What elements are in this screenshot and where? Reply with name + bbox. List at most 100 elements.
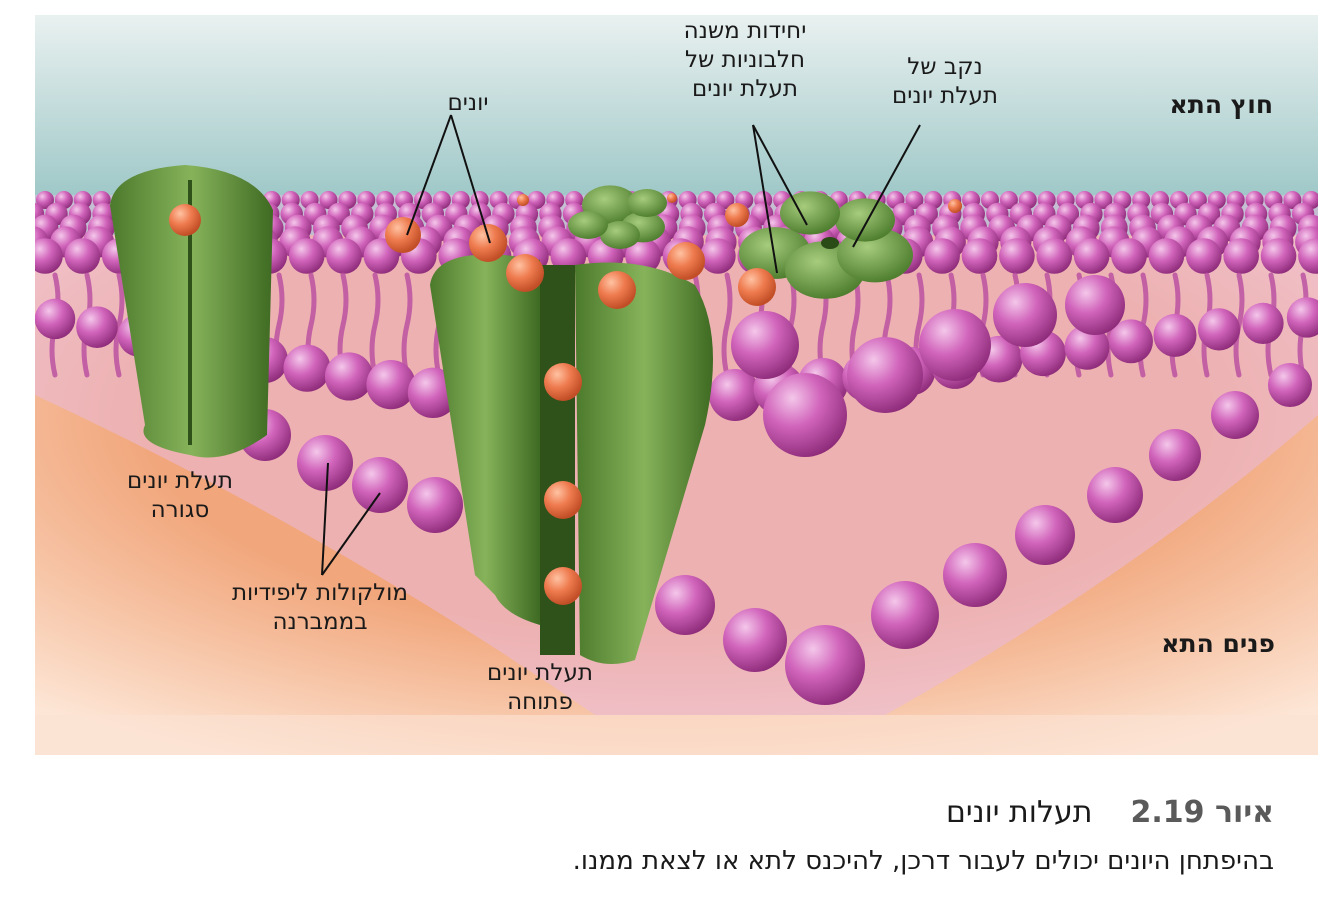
open-channel-label: תעלת יונים פתוחה xyxy=(465,659,615,717)
protein-subunits-line-3: תעלת יונים xyxy=(691,76,799,102)
ion xyxy=(506,254,544,292)
closed-channel-line-1: תעלת יונים xyxy=(126,468,234,494)
lipid-head xyxy=(999,191,1018,209)
ions-label: יונים xyxy=(423,89,513,118)
lipid-head xyxy=(763,373,847,457)
membrane-illustration xyxy=(17,15,1334,755)
lipid-head xyxy=(785,625,865,705)
ion xyxy=(385,217,421,253)
lipid-head xyxy=(288,238,325,274)
lipid-head xyxy=(993,283,1057,347)
lipid-head xyxy=(655,575,715,635)
channel-subunit-top xyxy=(835,198,895,242)
figure-title: תעלות יונים xyxy=(946,795,1093,830)
channel-subunit-top xyxy=(568,211,608,239)
lipid-head xyxy=(1242,302,1284,345)
ion xyxy=(598,271,636,309)
open-channel-right-subunit xyxy=(575,262,713,664)
ion xyxy=(948,199,962,213)
lipid-head xyxy=(1149,429,1201,481)
lipid-head xyxy=(709,369,761,421)
open-channel-left-subunit xyxy=(430,254,540,625)
lipid-head xyxy=(283,344,331,392)
lipid-head xyxy=(1015,505,1075,565)
channel-subunit-top xyxy=(780,191,840,235)
lipid-head xyxy=(847,337,923,413)
lipid-head xyxy=(64,238,101,274)
channel-pore-opening xyxy=(821,237,839,249)
ion xyxy=(469,224,507,262)
lipid-head xyxy=(871,581,939,649)
lipid-head xyxy=(1185,238,1222,274)
lipid-head xyxy=(961,238,998,274)
lipid-head xyxy=(76,306,118,348)
channel-pore-line-1: נקב של xyxy=(907,54,983,80)
protein-subunits-line-1: יחידות משנה xyxy=(683,18,807,44)
lipid-head xyxy=(1036,238,1073,274)
figure-number: איור 2.19 xyxy=(1130,795,1274,830)
ions-group xyxy=(169,193,962,605)
closed-channel-line-2: סגורה xyxy=(150,497,210,523)
lipid-head xyxy=(1153,313,1197,357)
lipid-head xyxy=(1065,275,1125,335)
caption-text: בהיפתחן היונים יכולים לעבור דרכן, להיכנס… xyxy=(572,846,1274,876)
open-channel-line-1: תעלת יונים xyxy=(486,660,594,686)
protein-subunits-line-2: חלבוניות של xyxy=(684,47,806,73)
ion xyxy=(169,204,201,236)
lipid-head xyxy=(1197,308,1241,351)
lipid-molecules-line-1: מולקולות ליפידיות xyxy=(231,580,409,606)
ion xyxy=(667,193,677,203)
leader-lines xyxy=(321,114,921,576)
lipid-head xyxy=(999,238,1035,274)
lipid-head xyxy=(34,298,76,340)
lipid-head xyxy=(700,238,736,274)
channel-pore-label: נקב של תעלת יונים xyxy=(865,53,1025,111)
open-channel-line-2: פתוחה xyxy=(507,689,573,715)
channel-pore-line-2: תעלת יונים xyxy=(891,83,999,109)
ion-channel-proteins xyxy=(110,165,913,664)
ion xyxy=(667,242,705,280)
lipid-head xyxy=(1111,238,1147,274)
lipid-head xyxy=(1188,191,1207,209)
lipid-molecules-line-2: בממברנה xyxy=(272,609,368,635)
lipid-head xyxy=(366,360,416,410)
lipid-head xyxy=(1283,191,1302,209)
lipid-head xyxy=(407,477,463,533)
lipid-head xyxy=(1223,238,1259,274)
ion xyxy=(544,481,582,519)
lipid-head xyxy=(27,238,63,274)
lipid-head xyxy=(1087,467,1143,523)
lipid-head xyxy=(1109,319,1153,364)
lipid-head xyxy=(1064,324,1110,370)
caption-heading: איור 2.19 תעלות יונים xyxy=(60,795,1274,830)
lipid-head xyxy=(1268,363,1312,407)
ion-channel-figure: חוץ התא פנים התא יונים יחידות משנה חלבונ… xyxy=(17,15,1334,755)
inside-cell-label: פנים התא xyxy=(1161,629,1275,658)
ion xyxy=(544,567,582,605)
lipid-head xyxy=(1148,238,1185,274)
lipid-head xyxy=(324,352,374,401)
lipid-head xyxy=(297,435,353,491)
lipid-head xyxy=(919,309,991,381)
lipid-tail xyxy=(401,272,413,378)
channel-subunit-top xyxy=(600,221,640,249)
lipid-head xyxy=(943,543,1007,607)
lipid-head xyxy=(1073,238,1110,274)
lipid-head xyxy=(1286,297,1328,338)
ion xyxy=(544,363,582,401)
lipid-head xyxy=(352,457,408,513)
ion xyxy=(517,194,529,206)
figure-caption: איור 2.19 תעלות יונים בהיפתחן היונים יכו… xyxy=(60,795,1274,876)
lipid-head xyxy=(924,238,960,274)
lipid-head xyxy=(1260,238,1297,274)
lipid-head xyxy=(1094,191,1113,209)
protein-subunits-label: יחידות משנה חלבוניות של תעלת יונים xyxy=(645,17,845,104)
closed-channel-label: תעלת יונים סגורה xyxy=(105,467,255,525)
lipid-head xyxy=(36,191,54,209)
lipid-head xyxy=(326,238,362,274)
lipid-tail xyxy=(721,272,733,378)
lipid-head xyxy=(905,191,924,209)
lipid-tail xyxy=(113,272,125,378)
lipid-head xyxy=(1211,391,1259,439)
ions-label-text: יונים xyxy=(447,90,489,116)
